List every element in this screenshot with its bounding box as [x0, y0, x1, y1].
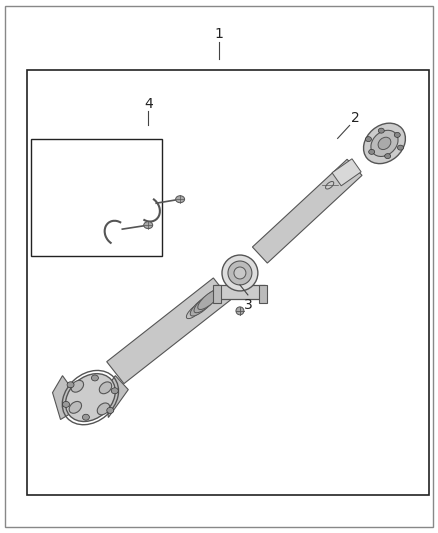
Ellipse shape	[82, 414, 89, 420]
Ellipse shape	[198, 290, 220, 310]
Text: 1: 1	[215, 27, 223, 41]
Bar	[27, 70, 428, 495]
Ellipse shape	[364, 123, 406, 164]
Polygon shape	[332, 159, 361, 186]
Ellipse shape	[394, 132, 400, 138]
Ellipse shape	[97, 403, 110, 415]
Ellipse shape	[202, 289, 219, 305]
Ellipse shape	[385, 154, 391, 159]
Ellipse shape	[369, 149, 374, 155]
Text: 3: 3	[244, 298, 252, 312]
Ellipse shape	[378, 137, 391, 150]
Polygon shape	[107, 278, 231, 384]
Ellipse shape	[63, 401, 70, 407]
Ellipse shape	[197, 294, 214, 310]
Ellipse shape	[187, 303, 204, 319]
Bar	[215, 285, 265, 299]
Ellipse shape	[144, 222, 153, 229]
Ellipse shape	[99, 382, 112, 394]
Ellipse shape	[69, 401, 81, 413]
Ellipse shape	[66, 374, 115, 422]
Polygon shape	[259, 285, 267, 303]
Ellipse shape	[398, 145, 403, 150]
Ellipse shape	[371, 131, 398, 157]
Ellipse shape	[236, 307, 244, 315]
Ellipse shape	[194, 293, 216, 313]
Ellipse shape	[192, 298, 209, 314]
Ellipse shape	[222, 255, 258, 291]
Text: 2: 2	[351, 111, 360, 125]
Ellipse shape	[378, 128, 384, 133]
Ellipse shape	[67, 382, 74, 388]
Polygon shape	[252, 159, 362, 263]
Polygon shape	[53, 376, 72, 419]
Bar	[31, 139, 162, 256]
Ellipse shape	[107, 407, 114, 414]
Ellipse shape	[111, 388, 118, 394]
Ellipse shape	[325, 182, 334, 189]
Ellipse shape	[190, 296, 212, 316]
Ellipse shape	[92, 375, 99, 381]
Text: 4: 4	[144, 96, 152, 110]
Ellipse shape	[228, 261, 252, 285]
Polygon shape	[213, 285, 221, 303]
Ellipse shape	[234, 267, 246, 279]
Ellipse shape	[176, 196, 184, 203]
Ellipse shape	[71, 381, 84, 392]
Polygon shape	[106, 376, 128, 417]
Ellipse shape	[365, 136, 371, 142]
